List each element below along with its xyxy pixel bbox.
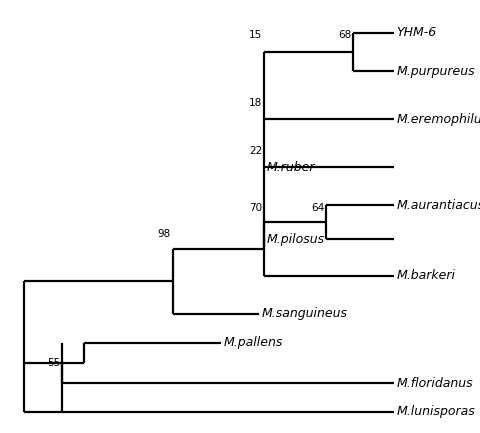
- Text: 18: 18: [249, 97, 262, 107]
- Text: M.ruber: M.ruber: [267, 161, 315, 174]
- Text: 64: 64: [311, 203, 324, 213]
- Text: 55: 55: [47, 358, 60, 368]
- Text: YHM-6: YHM-6: [396, 26, 437, 39]
- Text: M.aurantiacus: M.aurantiacus: [396, 199, 480, 212]
- Text: 15: 15: [249, 30, 262, 40]
- Text: M.pilosus: M.pilosus: [267, 233, 325, 246]
- Text: M.barkeri: M.barkeri: [396, 269, 456, 282]
- Text: 68: 68: [338, 30, 351, 40]
- Text: M.eremophilus: M.eremophilus: [396, 113, 480, 126]
- Text: M.purpureus: M.purpureus: [396, 65, 475, 78]
- Text: M.pallens: M.pallens: [224, 336, 283, 349]
- Text: M.lunisporas: M.lunisporas: [396, 405, 475, 418]
- Text: M.floridanus: M.floridanus: [396, 377, 473, 390]
- Text: 22: 22: [249, 145, 262, 155]
- Text: 98: 98: [157, 229, 171, 239]
- Text: M.sanguineus: M.sanguineus: [262, 307, 348, 320]
- Text: 70: 70: [249, 203, 262, 213]
